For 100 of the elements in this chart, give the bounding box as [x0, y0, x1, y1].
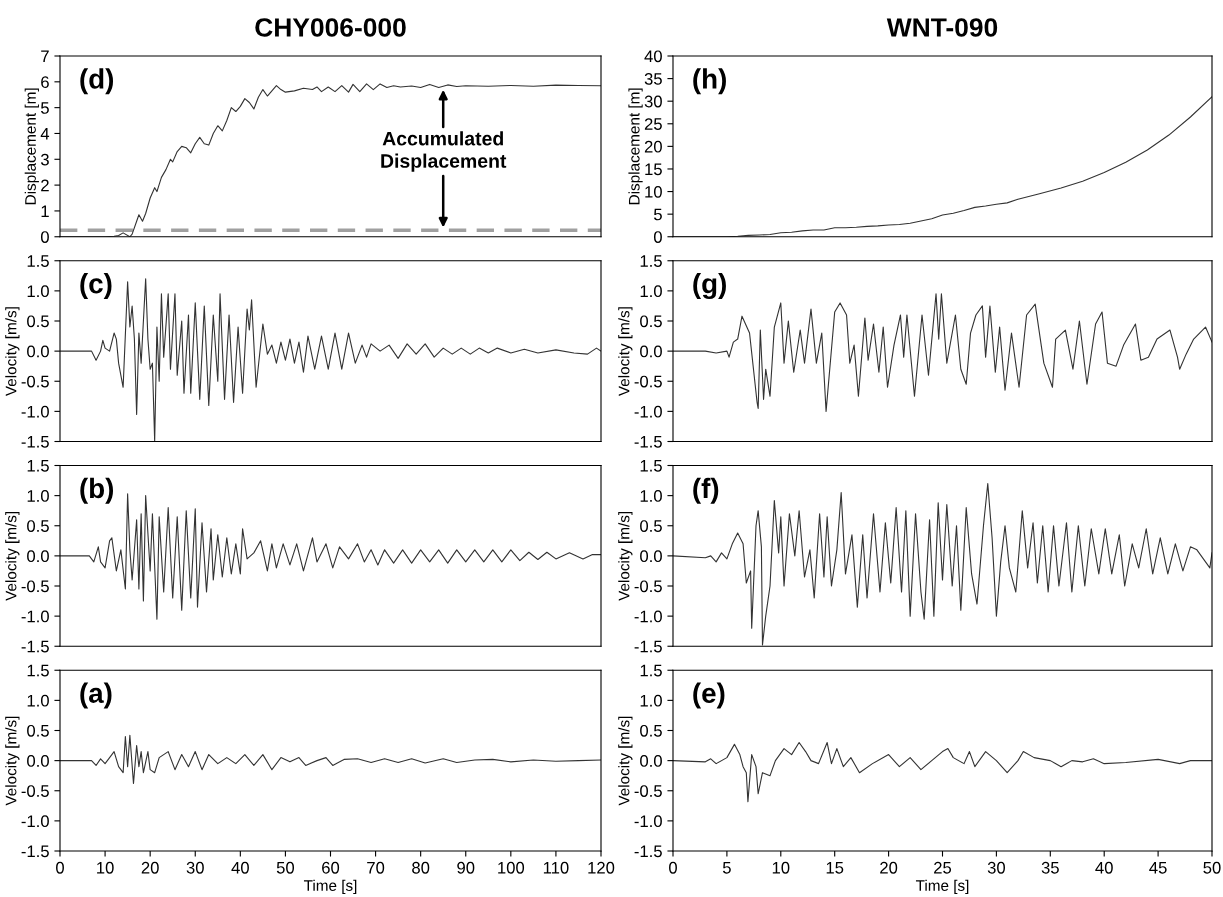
annotation: (e)	[693, 682, 725, 709]
y-tick-label: 2	[41, 179, 49, 192]
y-tick-label: -0.5	[21, 785, 49, 797]
y-tick-label: 20	[644, 140, 662, 153]
y-tick-label: -0.5	[634, 785, 662, 797]
x-tick-label: 10	[97, 861, 114, 874]
y-tick-label: 1.0	[640, 694, 662, 707]
y-tick-label: 5	[40, 102, 49, 114]
y-tick-label: -0.5	[634, 375, 662, 388]
x-tick-label: 20	[880, 861, 898, 874]
x-axis-title: Time [s]	[303, 879, 357, 894]
y-tick-label: 10	[645, 185, 662, 198]
x-tick-label: 70	[367, 861, 385, 874]
y-tick-label: -0.5	[21, 375, 49, 388]
x-tick-label: 0	[669, 861, 677, 874]
y-tick-label: -1.0	[21, 815, 49, 828]
y-tick-label: 0.0	[27, 550, 49, 563]
y-tick-label: 0.5	[640, 315, 662, 328]
y-tick-label: 5	[653, 208, 662, 221]
y-tick-label: 0.5	[640, 520, 662, 532]
x-tick-label: 20	[141, 861, 159, 874]
annotation: Accumulated Displacement	[381, 131, 507, 172]
y-tick-label: 0.0	[27, 755, 49, 767]
y-tick-label: 0.0	[640, 345, 662, 358]
x-tick-label: 15	[826, 862, 844, 874]
y-tick-label: 0	[40, 231, 49, 243]
y-axis-title: Velocity [m/s]	[5, 307, 20, 397]
x-tick-label: 0	[56, 861, 64, 874]
y-tick-label: 1.5	[27, 460, 49, 472]
y-tick-label: 7	[41, 50, 49, 63]
x-tick-label: 60	[322, 861, 340, 874]
x-tick-label: 50	[1203, 861, 1221, 874]
annotation: (a)	[80, 682, 112, 709]
y-axis-title: Displacement [m]	[24, 88, 39, 205]
y-tick-label: 1.0	[27, 694, 49, 707]
annotation: (d)	[80, 68, 114, 95]
y-axis-title: Velocity [m/s]	[618, 511, 633, 601]
x-tick-label: 5	[722, 862, 731, 874]
y-tick-label: 0.5	[27, 520, 49, 532]
x-tick-label: 45	[1149, 862, 1167, 874]
x-tick-label: 10	[772, 861, 790, 874]
x-tick-label: 40	[231, 861, 249, 874]
y-tick-label: 6	[41, 76, 49, 89]
y-tick-label: -1.0	[634, 405, 662, 418]
x-tick-label: 35	[1041, 861, 1059, 874]
x-axis-title: Time [s]	[915, 879, 969, 894]
y-tick-label: 1.5	[27, 664, 49, 677]
y-tick-label: 1	[41, 205, 49, 217]
y-tick-label: -1.5	[634, 640, 662, 653]
x-tick-label: 25	[934, 861, 952, 874]
y-axis-title: Displacement [m]	[628, 88, 643, 205]
y-tick-label: -1.0	[21, 405, 49, 418]
y-tick-label: 1.5	[27, 255, 49, 267]
x-tick-label: 110	[543, 861, 569, 874]
x-tick-label: 120	[588, 861, 615, 874]
y-tick-label: 1.5	[640, 255, 662, 267]
y-tick-label: 3	[40, 153, 49, 166]
y-axis-title: Velocity [m/s]	[5, 511, 20, 601]
line-series	[60, 734, 601, 785]
y-tick-label: 4	[40, 128, 50, 140]
annotation: (g)	[693, 273, 726, 300]
x-tick-label: 80	[412, 861, 430, 874]
y-axis-title: Velocity [m/s]	[618, 307, 633, 397]
y-tick-label: -1.5	[21, 640, 49, 653]
y-tick-label: 25	[644, 118, 662, 130]
y-axis-title: Velocity [m/s]	[618, 716, 633, 806]
y-tick-label: -1.0	[634, 815, 662, 828]
y-tick-label: -1.0	[21, 610, 49, 623]
y-tick-label: 0	[653, 231, 662, 243]
y-tick-label: 1.0	[640, 285, 662, 298]
x-tick-label: 30	[186, 861, 204, 874]
y-tick-label: -0.5	[21, 580, 49, 593]
y-tick-label: 35	[644, 72, 662, 85]
y-tick-label: 1.0	[27, 490, 49, 502]
annotation: (h)	[693, 68, 726, 95]
y-tick-label: 1.5	[640, 664, 662, 677]
line-series	[673, 741, 1212, 803]
y-tick-label: 0.0	[640, 755, 662, 767]
annotation: (f)	[693, 477, 719, 504]
y-tick-label: -1.5	[634, 845, 662, 858]
chart-title: WNT-090	[886, 18, 998, 37]
y-tick-label: 1.0	[640, 490, 662, 502]
y-tick-label: -1.0	[634, 610, 662, 623]
y-tick-label: 15	[645, 163, 662, 176]
y-tick-label: 0.0	[640, 550, 662, 563]
y-tick-label: 1.0	[27, 285, 49, 298]
chart-title: CHY006-000	[255, 18, 406, 37]
y-tick-label: 0.5	[640, 724, 662, 737]
x-tick-label: 100	[498, 861, 525, 874]
x-tick-label: 30	[987, 861, 1006, 874]
y-tick-label: 1.5	[640, 460, 662, 472]
y-tick-label: -0.5	[634, 580, 662, 593]
annotation: (c)	[80, 273, 112, 299]
annotation: (b)	[80, 477, 114, 504]
y-tick-label: 0.5	[27, 724, 49, 737]
x-tick-label: 90	[457, 861, 475, 874]
y-tick-label: 30	[644, 95, 662, 108]
y-tick-label: -1.5	[634, 436, 662, 448]
y-axis-title: Velocity [m/s]	[5, 716, 20, 806]
y-tick-label: 0.0	[27, 345, 49, 358]
